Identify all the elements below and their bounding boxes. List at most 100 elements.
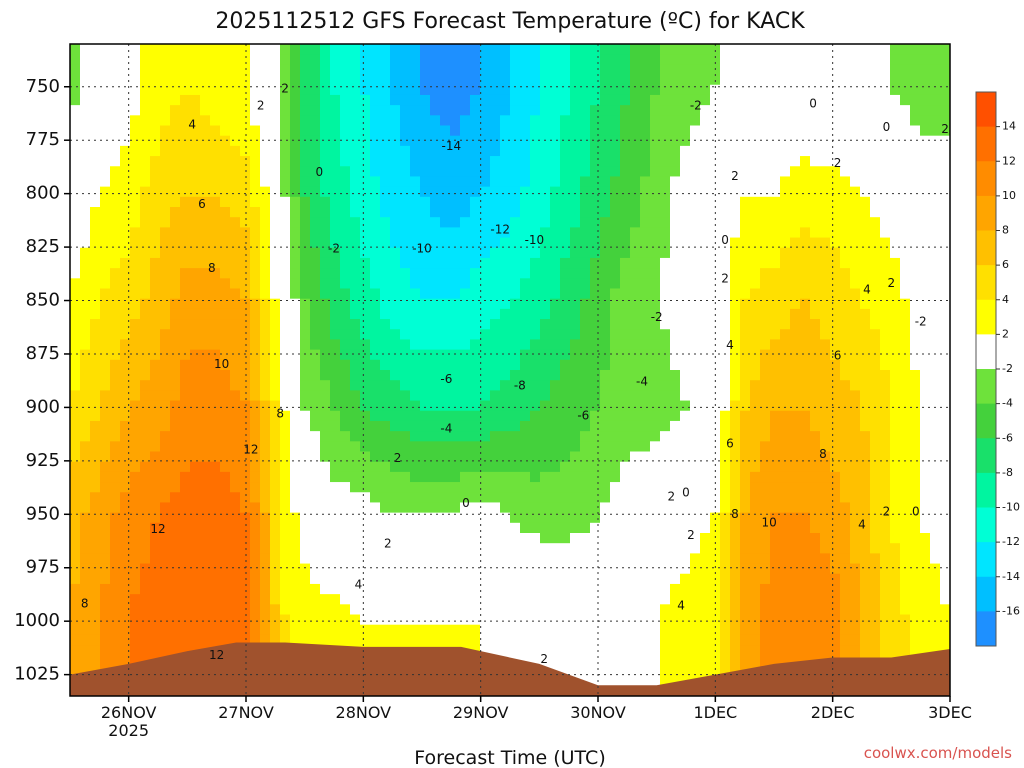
temp-cell — [390, 624, 401, 636]
temp-cell — [580, 441, 591, 453]
temp-cell — [430, 522, 441, 534]
temp-cell — [240, 125, 251, 137]
temp-cell — [280, 288, 291, 300]
temp-cell — [190, 166, 201, 178]
temp-cell — [730, 339, 741, 351]
temp-cell — [670, 451, 681, 463]
temp-cell — [140, 461, 151, 473]
temp-cell — [80, 64, 91, 76]
temp-cell — [840, 237, 851, 249]
temp-cell — [370, 186, 381, 198]
temp-cell — [620, 471, 631, 483]
temp-cell — [190, 319, 201, 330]
temp-cell — [690, 125, 701, 137]
temp-cell — [440, 583, 451, 595]
temp-cell — [340, 257, 351, 269]
temp-cell — [420, 94, 431, 106]
temp-cell — [800, 115, 811, 127]
temp-cell — [140, 645, 151, 656]
temp-cell — [740, 227, 751, 239]
temp-cell — [310, 624, 321, 636]
temp-cell — [110, 156, 121, 167]
temp-cell — [550, 227, 561, 239]
temp-cell — [310, 533, 321, 544]
temp-cell — [600, 563, 611, 575]
temp-cell — [590, 543, 601, 554]
temp-cell — [500, 278, 511, 290]
temp-cell — [610, 624, 621, 636]
temp-cell — [700, 196, 711, 208]
temp-cell — [670, 278, 681, 290]
temp-cell — [140, 410, 151, 422]
temp-cell — [550, 553, 561, 565]
temp-cell — [610, 400, 621, 412]
temp-cell — [540, 308, 551, 320]
temp-cell — [440, 359, 451, 371]
temp-cell — [650, 237, 661, 249]
temp-cell — [830, 512, 841, 524]
temp-cell — [740, 44, 751, 55]
temp-cell — [670, 247, 681, 259]
temp-cell — [150, 583, 161, 595]
temp-cell — [140, 471, 151, 483]
temp-cell — [840, 553, 851, 565]
temp-cell — [750, 543, 761, 554]
temp-cell — [320, 186, 331, 198]
temp-cell — [350, 594, 361, 605]
temp-cell — [220, 125, 231, 137]
temp-cell — [780, 645, 791, 656]
temp-cell — [570, 237, 581, 249]
temp-cell — [730, 553, 741, 565]
temp-cell — [690, 420, 701, 432]
temp-cell — [730, 166, 741, 178]
temp-cell — [410, 553, 421, 565]
temp-cell — [690, 64, 701, 76]
temp-cell — [770, 176, 781, 188]
temp-cell — [440, 298, 451, 310]
temp-cell — [780, 533, 791, 544]
temp-cell — [450, 522, 461, 534]
temp-cell — [780, 166, 791, 178]
temp-cell — [170, 512, 181, 524]
temp-cell — [420, 329, 431, 341]
temp-cell — [610, 482, 621, 493]
temp-cell — [640, 665, 651, 677]
temp-cell — [550, 94, 561, 106]
temp-cell — [830, 308, 841, 320]
temp-cell — [740, 115, 751, 127]
temp-cell — [210, 553, 221, 565]
temp-cell — [760, 492, 771, 504]
temp-cell — [590, 64, 601, 76]
temp-cell — [510, 257, 521, 269]
temp-cell — [790, 308, 801, 320]
temp-cell — [820, 176, 831, 188]
temp-cell — [830, 380, 841, 391]
temp-cell — [470, 339, 481, 351]
temp-cell — [730, 268, 741, 279]
temp-cell — [220, 420, 231, 432]
temp-cell — [270, 624, 281, 636]
temp-cell — [510, 115, 521, 127]
temp-cell — [540, 257, 551, 269]
temp-cell — [420, 512, 431, 524]
temp-cell — [580, 359, 591, 371]
temp-cell — [350, 217, 361, 228]
temp-cell — [350, 512, 361, 524]
temp-cell — [830, 543, 841, 554]
temp-cell — [760, 522, 771, 534]
temp-cell — [500, 44, 511, 55]
temp-cell — [80, 420, 91, 432]
temp-cell — [320, 339, 331, 351]
temp-cell — [140, 380, 151, 391]
temp-cell — [650, 512, 661, 524]
temp-cell — [410, 298, 421, 310]
temp-cell — [370, 359, 381, 371]
temp-cell — [290, 410, 301, 422]
temp-cell — [300, 125, 311, 137]
temp-cell — [450, 461, 461, 473]
temp-cell — [840, 400, 851, 412]
temp-cell — [810, 502, 821, 514]
temp-cell — [590, 390, 601, 402]
temp-cell — [70, 573, 81, 585]
temp-cell — [250, 84, 261, 96]
